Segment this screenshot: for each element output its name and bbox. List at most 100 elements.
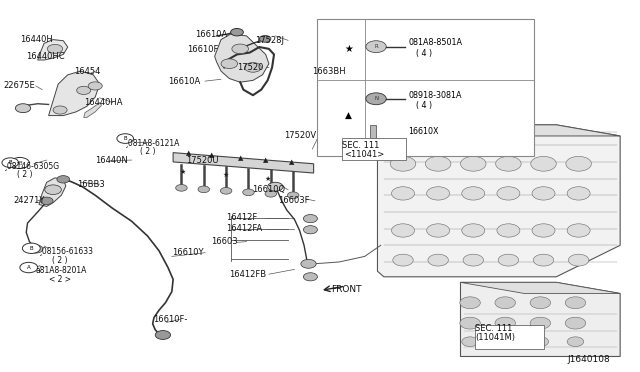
Circle shape — [567, 187, 590, 200]
Circle shape — [565, 297, 586, 309]
Text: ▲: ▲ — [237, 155, 243, 161]
Circle shape — [533, 254, 554, 266]
Circle shape — [303, 273, 317, 281]
Circle shape — [198, 186, 209, 193]
Text: 16610F-: 16610F- — [153, 315, 187, 324]
Text: ★: ★ — [344, 44, 353, 54]
Circle shape — [532, 187, 555, 200]
Circle shape — [531, 156, 556, 171]
Circle shape — [77, 86, 91, 94]
Circle shape — [497, 337, 513, 346]
Circle shape — [366, 41, 387, 52]
Text: 16610A: 16610A — [168, 77, 200, 86]
Text: A: A — [27, 265, 31, 270]
Polygon shape — [84, 103, 102, 118]
Text: 081A8-8501A: 081A8-8501A — [408, 38, 462, 48]
Text: ▲: ▲ — [209, 152, 214, 158]
Circle shape — [156, 331, 171, 339]
Text: 17520U: 17520U — [186, 156, 218, 165]
Circle shape — [53, 106, 67, 114]
Circle shape — [47, 44, 63, 53]
Text: 16603: 16603 — [211, 237, 238, 246]
Circle shape — [88, 82, 102, 90]
Circle shape — [2, 158, 19, 167]
Circle shape — [20, 262, 38, 273]
Text: 16454: 16454 — [74, 67, 100, 76]
Text: 16610X: 16610X — [408, 127, 438, 136]
Text: 16BB3: 16BB3 — [77, 180, 105, 189]
Text: ¸08146-6305G: ¸08146-6305G — [4, 161, 60, 170]
Circle shape — [461, 156, 486, 171]
Polygon shape — [397, 125, 620, 136]
Text: ( 4 ): ( 4 ) — [415, 101, 432, 110]
Text: ( 2 ): ( 2 ) — [52, 256, 67, 264]
Circle shape — [427, 224, 450, 237]
Text: 16412FA: 16412FA — [226, 224, 262, 233]
Text: B: B — [8, 160, 12, 165]
Text: < 2 >: < 2 > — [49, 275, 70, 284]
Text: 16610F: 16610F — [187, 45, 218, 54]
Circle shape — [40, 197, 53, 205]
Text: FRONT: FRONT — [331, 285, 362, 294]
Text: ★: ★ — [222, 172, 228, 178]
Circle shape — [243, 189, 254, 196]
Text: B: B — [124, 136, 127, 141]
Circle shape — [303, 226, 317, 234]
Text: ¸081A8-6121A: ¸081A8-6121A — [125, 138, 180, 147]
Circle shape — [220, 187, 232, 194]
Circle shape — [567, 224, 590, 237]
Polygon shape — [378, 125, 620, 277]
Polygon shape — [173, 153, 314, 173]
Circle shape — [57, 176, 70, 183]
Bar — [474, 325, 543, 349]
Circle shape — [244, 62, 261, 72]
Circle shape — [287, 192, 299, 199]
Circle shape — [462, 187, 484, 200]
Polygon shape — [461, 282, 620, 356]
Circle shape — [366, 93, 387, 105]
Bar — [317, 19, 534, 156]
Circle shape — [393, 254, 413, 266]
Text: 16603F: 16603F — [278, 196, 310, 205]
Text: ( 2 ): ( 2 ) — [17, 170, 32, 179]
Circle shape — [460, 317, 480, 329]
Text: ▲: ▲ — [186, 150, 192, 156]
Circle shape — [392, 224, 415, 237]
Text: 16440HA: 16440HA — [84, 98, 122, 107]
Polygon shape — [214, 34, 269, 82]
Circle shape — [22, 243, 40, 253]
Circle shape — [495, 317, 515, 329]
Text: ▲: ▲ — [263, 157, 268, 163]
Polygon shape — [38, 39, 68, 60]
Circle shape — [221, 59, 237, 68]
Text: ¸08156-61633: ¸08156-61633 — [39, 246, 94, 255]
Circle shape — [462, 224, 484, 237]
Circle shape — [301, 259, 316, 268]
Text: B: B — [29, 246, 33, 251]
Polygon shape — [49, 71, 100, 116]
Circle shape — [566, 156, 591, 171]
Circle shape — [230, 29, 243, 36]
Circle shape — [530, 317, 550, 329]
Polygon shape — [39, 178, 66, 206]
Circle shape — [532, 337, 548, 346]
Circle shape — [565, 317, 586, 329]
Text: ▲: ▲ — [345, 111, 352, 120]
Circle shape — [568, 254, 589, 266]
Text: 16440HC: 16440HC — [26, 52, 65, 61]
Circle shape — [175, 185, 187, 191]
Circle shape — [567, 337, 584, 346]
Text: J1640108: J1640108 — [568, 355, 611, 363]
Text: 17520V: 17520V — [284, 131, 316, 141]
Bar — [342, 138, 406, 160]
Text: 16610A: 16610A — [195, 30, 228, 39]
Text: 16412F: 16412F — [226, 213, 257, 222]
Text: 22675E: 22675E — [4, 81, 36, 90]
Circle shape — [463, 254, 483, 266]
Text: (11041M): (11041M) — [475, 333, 515, 343]
Circle shape — [392, 187, 415, 200]
Text: <11041>: <11041> — [344, 150, 385, 159]
Text: B: B — [18, 161, 22, 166]
Text: ★: ★ — [264, 176, 271, 182]
Text: ( 4 ): ( 4 ) — [415, 49, 432, 58]
